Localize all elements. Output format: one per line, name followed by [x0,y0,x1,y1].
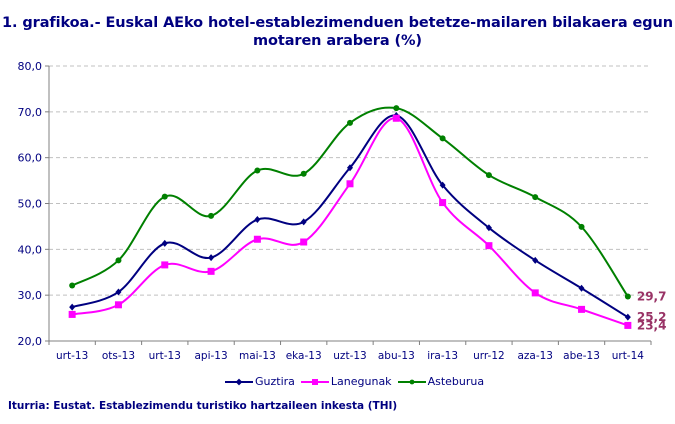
chart-title-line1: 1. grafikoa.- Euskal AEko hotel-establez… [2,15,673,31]
data-point [531,289,539,297]
data-point [207,267,215,275]
legend: Guztira Lanegunak Asteburua [225,375,490,388]
end-value-label: 25,2 [637,310,667,324]
data-point [624,321,632,329]
data-point [254,167,261,174]
end-value-label: 23,4 [637,318,667,332]
x-tick-label: ots-13 [102,350,135,362]
data-point [347,164,353,172]
data-point [392,114,400,122]
data-point [68,310,76,318]
y-tick-label: 30,0 [18,289,43,302]
data-point [532,256,539,264]
data-point [439,135,446,142]
x-tick-label: urt-13 [56,350,88,362]
data-point [69,303,76,311]
legend-label: Lanegunak [330,375,392,388]
x-tick-label: abu-13 [378,350,415,362]
source-note: Iturria: Eustat. Establezimendu turistik… [8,400,398,412]
data-point [161,193,168,200]
series-guztira [69,112,631,321]
x-tick-label: aza-13 [517,350,553,362]
data-point [439,199,447,207]
x-tick-label: uzt-13 [333,350,366,362]
legend-item-asteburua: Asteburua [397,375,485,388]
data-point [253,235,261,243]
x-tick-label: urt-14 [612,350,645,362]
y-tick-label: 20,0 [18,335,43,348]
legend-item-guztira: Guztira [225,375,295,388]
data-point [439,181,446,189]
axis-labels: 20,0 30,0 40,0 50,0 60,0 70,0 80,0 urt-13 ots-13… [18,60,667,362]
x-tick-label: ira-13 [427,350,458,362]
axes [45,65,652,345]
legend-swatch-guztira [225,378,253,386]
data-point [300,170,307,177]
data-point [624,313,631,321]
series-lanegunak [68,114,632,329]
end-value-label: 29,7 [637,290,667,304]
data-point [254,216,261,224]
x-tick-label: urr-12 [473,350,505,362]
data-point [69,282,76,289]
data-point [161,261,169,269]
x-tick-label: urt-13 [149,350,181,362]
legend-swatch-asteburua [397,378,426,386]
legend-label: Asteburua [427,375,485,388]
y-tick-label: 80,0 [18,60,43,73]
data-point [346,180,354,188]
x-tick-label: mai-13 [239,350,276,362]
data-point [300,218,307,226]
chart-title: 1. grafikoa.- Euskal AEko hotel-establez… [0,14,675,50]
data-point [161,239,168,247]
data-point [532,194,539,201]
data-point [208,254,215,262]
gridlines [49,65,651,296]
legend-swatch-lanegunak [300,378,329,386]
data-point [115,257,122,264]
series-lines [68,105,632,329]
data-point [208,212,215,219]
data-point [485,172,492,179]
x-tick-label: abe-13 [563,350,600,362]
x-tick-label: api-13 [194,350,227,362]
y-tick-label: 70,0 [18,106,43,119]
y-tick-label: 40,0 [18,243,43,256]
legend-item-lanegunak: Lanegunak [300,375,392,388]
data-point [578,284,585,292]
x-tick-label: eka-13 [286,350,322,362]
chart-title-line2: motaren arabera (%) [253,33,422,49]
data-point [485,224,492,232]
data-point [485,242,493,250]
legend-label: Guztira [255,375,295,388]
data-point [347,119,353,126]
data-point [578,305,586,313]
data-point [624,293,631,300]
data-point [300,238,308,246]
data-point [115,288,122,296]
data-point [393,105,400,112]
y-tick-label: 50,0 [18,198,43,211]
y-tick-label: 60,0 [18,152,43,165]
data-point [578,223,585,230]
series-asteburua [69,105,631,300]
data-point [114,301,122,309]
